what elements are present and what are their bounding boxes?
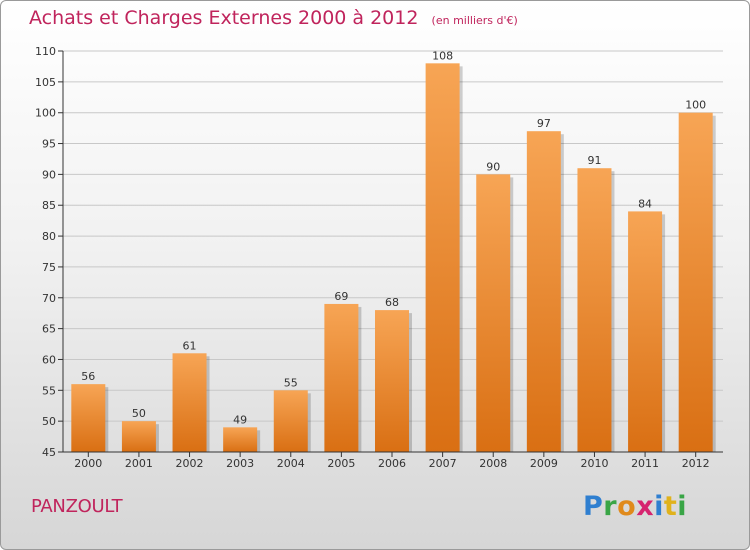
y-tick-label: 55 xyxy=(42,384,56,397)
bar xyxy=(223,427,258,452)
x-tick-label: 2002 xyxy=(176,457,204,470)
x-tick-label: 2004 xyxy=(277,457,305,470)
bar xyxy=(476,174,511,452)
bar xyxy=(172,353,207,452)
logo-letter: i xyxy=(654,491,664,522)
y-tick-label: 75 xyxy=(42,261,56,274)
data-label: 84 xyxy=(638,197,652,210)
y-tick-label: 70 xyxy=(42,292,56,305)
x-tick-label: 2003 xyxy=(226,457,254,470)
x-tick-label: 2007 xyxy=(429,457,457,470)
y-tick-label: 90 xyxy=(42,168,56,181)
x-tick-label: 2010 xyxy=(580,457,608,470)
data-label: 108 xyxy=(432,49,453,62)
data-label: 49 xyxy=(233,413,247,426)
logo-letter: t xyxy=(663,491,678,522)
x-tick-label: 2000 xyxy=(74,457,102,470)
bar xyxy=(71,384,106,452)
x-tick-label: 2011 xyxy=(631,457,659,470)
logo-letter: r xyxy=(603,491,618,522)
bar xyxy=(273,390,308,452)
bar xyxy=(526,131,561,452)
bar xyxy=(425,63,460,452)
data-label: 91 xyxy=(587,154,601,167)
x-tick-label: 2001 xyxy=(125,457,153,470)
y-tick-label: 110 xyxy=(35,45,56,58)
unit-note: (en milliers d'€) xyxy=(431,14,518,27)
data-label: 50 xyxy=(132,407,146,420)
logo-letter: P xyxy=(583,491,604,522)
bar xyxy=(121,421,156,452)
y-tick-label: 65 xyxy=(42,323,56,336)
y-tick-label: 60 xyxy=(42,353,56,366)
y-tick-label: 50 xyxy=(42,415,56,428)
bar xyxy=(577,168,612,452)
data-label: 69 xyxy=(334,290,348,303)
y-tick-label: 95 xyxy=(42,138,56,151)
data-label: 90 xyxy=(486,160,500,173)
y-tick-label: 100 xyxy=(35,107,56,120)
y-tick-label: 105 xyxy=(35,76,56,89)
commune-name: PANZOULT xyxy=(31,496,123,517)
logo-letter: i xyxy=(677,491,688,522)
x-tick-label: 2006 xyxy=(378,457,406,470)
data-label: 100 xyxy=(685,99,706,112)
data-label: 55 xyxy=(284,376,298,389)
y-tick-label: 45 xyxy=(42,446,56,459)
data-label: 97 xyxy=(537,117,551,130)
title-text: Achats et Charges Externes 2000 à 2012 xyxy=(29,7,419,29)
bar xyxy=(375,310,409,452)
x-tick-label: 2005 xyxy=(327,457,355,470)
logo-letter: o xyxy=(617,491,637,522)
data-label: 61 xyxy=(183,339,197,352)
chart-title: Achats et Charges Externes 2000 à 2012 (… xyxy=(29,7,518,29)
y-tick-label: 85 xyxy=(42,199,56,212)
proxiti-logo: Proxiti xyxy=(583,491,687,522)
bar xyxy=(628,211,663,452)
bar xyxy=(678,112,713,452)
y-tick-label: 80 xyxy=(42,230,56,243)
data-label: 68 xyxy=(385,296,399,309)
logo-letter: x xyxy=(636,491,655,522)
x-tick-label: 2012 xyxy=(682,457,710,470)
data-label: 56 xyxy=(81,370,95,383)
x-tick-label: 2009 xyxy=(530,457,558,470)
bar xyxy=(324,303,359,452)
x-tick-label: 2008 xyxy=(479,457,507,470)
